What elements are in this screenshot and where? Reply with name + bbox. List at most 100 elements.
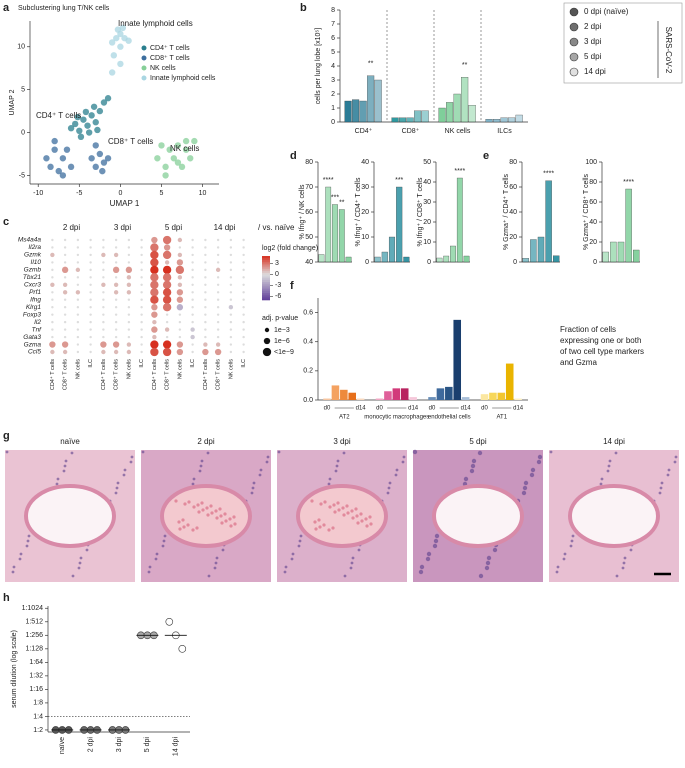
histology-nucleus: [77, 566, 81, 570]
colorbar-step: [262, 261, 270, 264]
bar: [332, 204, 338, 263]
y-tick-label: 70: [305, 184, 313, 191]
point: [67, 163, 75, 171]
significance: ****: [543, 171, 554, 178]
colorbar-step: [262, 279, 270, 282]
column-group-label: 14 dpi: [214, 223, 236, 232]
histology-nucleus: [277, 450, 281, 454]
dot: [150, 243, 159, 252]
x-tick-label: 2 dpi: [87, 737, 94, 753]
dot: [204, 298, 207, 301]
column-label: ILC: [139, 359, 145, 368]
point: [191, 137, 198, 145]
bar: [436, 257, 443, 263]
x-tick-label: naïve: [59, 737, 66, 754]
histology-erythrocyte: [327, 528, 331, 532]
point: [88, 112, 95, 119]
point: [182, 137, 190, 145]
colorbar-step: [262, 290, 270, 293]
row-label: Prf1: [29, 289, 41, 296]
histology-nucleus: [615, 574, 619, 578]
dot: [140, 313, 143, 316]
dot: [63, 246, 67, 249]
annotation: CD4⁺ T cells: [36, 111, 81, 120]
dot: [89, 291, 92, 294]
legend-marker: [569, 67, 579, 77]
dot: [63, 261, 67, 264]
bar: [352, 99, 360, 123]
colorbar-step: [262, 256, 270, 259]
histology-nucleus: [521, 490, 527, 496]
histology-nucleus: [343, 574, 347, 578]
dot: [101, 252, 106, 258]
bar: [489, 392, 497, 400]
dot: [202, 348, 209, 356]
dot: [178, 313, 182, 316]
histology-nucleus: [563, 552, 567, 556]
dot: [63, 328, 67, 331]
histology-nucleus: [549, 450, 553, 454]
dot: [89, 350, 92, 354]
histology-nucleus: [252, 481, 256, 485]
histology-erythrocyte: [209, 504, 213, 508]
legend-marker: [141, 45, 147, 51]
dot: [191, 320, 194, 324]
y-tick-label: 80: [305, 159, 313, 166]
dot: [140, 335, 143, 339]
dot: [51, 313, 54, 316]
dot: [89, 306, 92, 309]
y-tick-label: 0.6: [303, 309, 313, 316]
dot: [162, 280, 172, 289]
dot: [162, 288, 172, 297]
dot: [191, 276, 194, 279]
histology-erythrocyte: [205, 506, 209, 510]
x-tick-label: CD4⁺: [355, 128, 373, 135]
colorbar-step: [262, 298, 270, 301]
dot: [162, 303, 172, 312]
colorbar-step: [262, 287, 270, 290]
histology-erythrocyte: [200, 501, 204, 505]
dot: [89, 253, 92, 257]
dot: [51, 298, 54, 301]
point: [162, 172, 169, 179]
legend-label: NK cells: [150, 65, 176, 72]
dot: [204, 283, 207, 286]
dot: [204, 328, 207, 331]
dot: [175, 265, 185, 275]
dot: [162, 340, 172, 349]
dot: [127, 253, 131, 257]
histology-erythrocyte: [233, 522, 237, 526]
histology-vessel: [160, 484, 252, 548]
histology-nucleus: [290, 557, 294, 561]
bar: [508, 117, 516, 123]
histology-nucleus: [426, 551, 432, 557]
y-tick-label: 40: [305, 259, 313, 266]
significance: ***: [331, 194, 339, 201]
bar: [344, 100, 352, 123]
y-axis-label: UMAP 2: [9, 89, 16, 115]
y-tick-label: 1:1024: [22, 605, 44, 612]
dot: [126, 342, 132, 347]
y-tick-label: 1:4: [33, 713, 43, 720]
y-tick-label: 60: [589, 199, 597, 206]
series-label: d14: [513, 406, 524, 412]
dot: [127, 306, 131, 309]
series-label: d0: [324, 406, 331, 412]
dot: [63, 238, 67, 242]
dot: [242, 246, 245, 249]
histology-nucleus: [623, 556, 627, 560]
colorbar-step: [262, 274, 270, 277]
histology-nucleus: [259, 468, 263, 472]
histology-erythrocyte: [219, 514, 223, 518]
dot: [114, 328, 118, 331]
dot: [51, 238, 54, 242]
point: [187, 155, 194, 162]
histology-nucleus: [556, 565, 560, 569]
histology-erythrocyte: [331, 526, 335, 530]
note: expressing one or both: [560, 336, 641, 345]
dot: [127, 320, 131, 324]
point: [104, 155, 112, 162]
y-tick-label: 20: [423, 219, 431, 226]
histology-erythrocyte: [228, 517, 232, 521]
dot: [140, 298, 143, 301]
